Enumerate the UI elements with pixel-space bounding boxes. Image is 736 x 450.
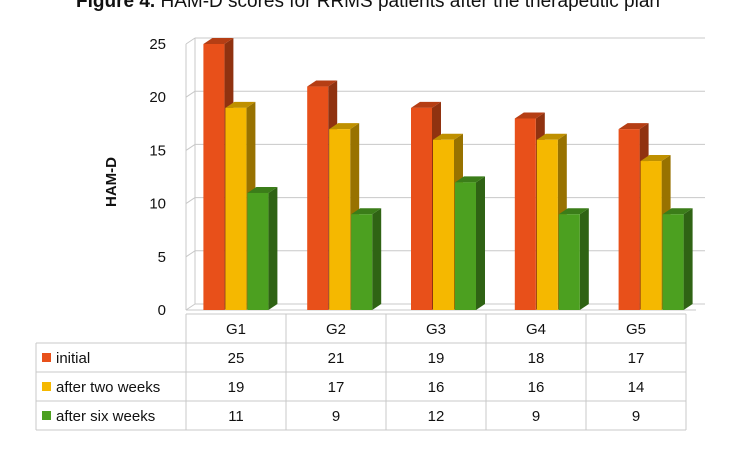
bar-top <box>247 186 278 193</box>
bar-top <box>329 123 360 130</box>
legend-label: initial <box>56 350 90 367</box>
gridline-depth <box>185 250 196 258</box>
data-label: 9 <box>332 408 340 425</box>
bar-top <box>558 208 589 215</box>
x-tick-label: G5 <box>626 321 646 338</box>
data-label: 17 <box>328 379 345 396</box>
data-label: 25 <box>228 350 245 367</box>
legend-swatch <box>42 411 51 420</box>
bar <box>662 208 693 310</box>
bar-top <box>662 208 693 215</box>
gridline-depth <box>185 197 196 205</box>
bar-front <box>329 129 351 310</box>
bar <box>351 208 382 310</box>
x-tick-label: G4 <box>526 321 546 338</box>
bar-front <box>433 139 454 310</box>
bar-side <box>683 208 693 310</box>
gridline-depth <box>185 37 196 45</box>
bar-front <box>640 161 662 310</box>
x-tick-label: G2 <box>326 321 346 338</box>
bar-side <box>268 186 278 310</box>
legend-swatch <box>42 382 51 391</box>
bar-top <box>455 176 485 183</box>
bar-top <box>536 133 567 140</box>
bar-front <box>247 192 269 310</box>
data-label: 19 <box>228 379 245 396</box>
bar-front <box>455 182 476 310</box>
y-tick-label: 5 <box>158 249 166 266</box>
bar-top <box>514 112 545 119</box>
data-table: G1 G2 G3 G4 G5 initial 25 21 19 18 17 after two wee… <box>35 313 687 431</box>
bar-top <box>203 38 234 44</box>
data-label: 16 <box>428 379 445 396</box>
bar-top <box>411 101 441 108</box>
bar-top <box>618 123 649 130</box>
bar <box>558 208 589 310</box>
bar-side <box>579 208 589 310</box>
bar-top <box>225 101 256 108</box>
bar-top <box>640 155 671 162</box>
bar-front <box>514 118 536 310</box>
bar-front <box>558 214 580 310</box>
bar-front <box>411 107 432 310</box>
data-label: 11 <box>228 408 244 425</box>
data-label: 18 <box>528 350 545 367</box>
data-label: 9 <box>532 408 540 425</box>
legend-label: after two weeks <box>56 379 160 396</box>
bar-front <box>203 44 225 310</box>
legend-swatch <box>42 353 51 362</box>
x-tick-label: G1 <box>226 321 246 338</box>
gridline-depth <box>185 90 196 98</box>
bars <box>203 38 693 311</box>
bar-front <box>618 129 640 310</box>
y-axis-label: HAM-D <box>103 157 120 207</box>
y-tick-label: 15 <box>149 142 166 159</box>
y-tick-label: 0 <box>158 302 166 319</box>
data-label: 14 <box>628 379 645 396</box>
bar-top <box>433 133 463 140</box>
data-label: 16 <box>528 379 545 396</box>
bar-side <box>372 208 382 310</box>
chart-title: Figure 4. HAM-D scores for RRMS patients… <box>0 0 736 13</box>
bar-front <box>225 107 247 310</box>
bar-front <box>351 214 373 310</box>
bar <box>247 186 278 310</box>
bar-front <box>662 214 684 310</box>
data-label: 12 <box>428 408 445 425</box>
data-label: 9 <box>632 408 640 425</box>
bar <box>455 176 485 310</box>
figure-caption: HAM-D scores for RRMS patients after the… <box>160 0 660 12</box>
x-tick-label: G3 <box>426 321 446 338</box>
bar-front <box>536 139 558 310</box>
gridline-depth <box>185 303 196 311</box>
gridline-depth <box>185 143 196 151</box>
data-label: 17 <box>628 350 645 367</box>
y-tick-label: 20 <box>149 89 166 106</box>
y-tick-label: 25 <box>149 36 166 53</box>
bar-top <box>351 208 382 215</box>
figure-label: Figure 4. <box>76 0 156 12</box>
legend-label: after six weeks <box>56 408 155 425</box>
data-label: 21 <box>328 350 345 367</box>
y-tick-label: 10 <box>149 196 166 213</box>
bar-side <box>476 176 485 310</box>
y-axis-ticks: 0 5 10 15 20 25 <box>149 36 166 319</box>
data-label: 19 <box>428 350 445 367</box>
bar-top <box>307 80 338 87</box>
bar-front <box>307 86 329 310</box>
